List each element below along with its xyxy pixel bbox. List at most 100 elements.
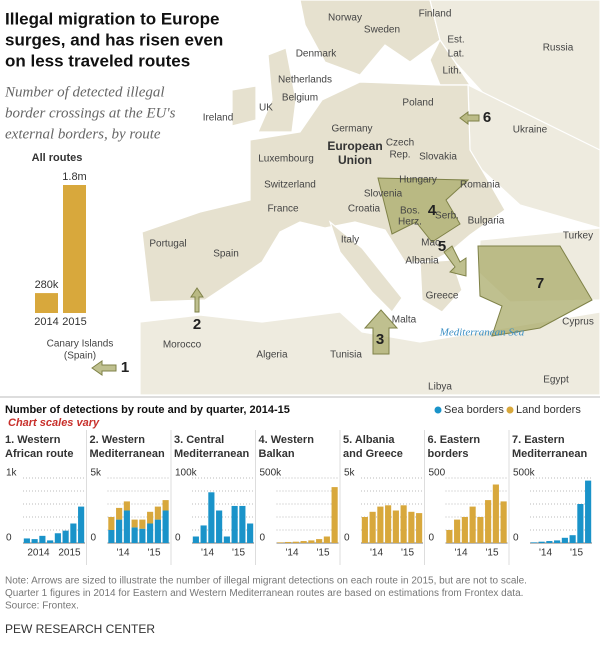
bar: [154, 506, 161, 520]
x-tick-label: '14: [370, 548, 383, 559]
map-label: Croatia: [348, 204, 381, 215]
map-label: Belgium: [282, 93, 318, 104]
x-tick-label: 2015: [58, 548, 81, 559]
y-tick-label: 5k: [344, 468, 356, 479]
y-tick-label: 0: [429, 533, 435, 544]
y-tick-label: 0: [91, 533, 97, 544]
bar: [139, 528, 146, 543]
note-line: Quarter 1 figures in 2014 for Eastern an…: [5, 588, 523, 599]
bar: [500, 501, 507, 543]
map-label: Est.: [447, 35, 464, 46]
map-label: UK: [259, 103, 273, 114]
map-label: Algeria: [256, 350, 288, 361]
arrow-number: 2: [193, 316, 201, 333]
y-tick-label: 500k: [260, 468, 283, 479]
map-label: Sweden: [364, 25, 400, 36]
chart-title: Mediterranean: [512, 448, 587, 460]
bar: [116, 519, 123, 543]
map-label: Mac.: [421, 238, 443, 249]
y-tick-label: 100k: [175, 468, 198, 479]
y-tick-label: 500k: [513, 468, 536, 479]
chart-title: 2. Western: [90, 434, 146, 446]
map-label: Ukraine: [513, 125, 548, 136]
arrow-7: [477, 245, 593, 337]
arrow-2: [190, 287, 204, 313]
map-label: Romania: [460, 180, 500, 191]
bar: [492, 484, 499, 543]
map-label: Denmark: [296, 49, 338, 60]
chart-title: borders: [428, 448, 469, 460]
map-label: Germany: [331, 124, 372, 135]
map-label: Ireland: [203, 113, 234, 124]
map-label: Russia: [543, 43, 574, 54]
map-label: Luxembourg: [258, 154, 314, 165]
note-line: Source: Frontex.: [5, 601, 79, 612]
map-label: Finland: [419, 9, 452, 20]
bar: [63, 185, 86, 313]
bar: [546, 541, 553, 543]
map-label: Albania: [405, 256, 439, 267]
bar: [78, 506, 85, 543]
bar: [147, 523, 154, 543]
bar: [454, 519, 461, 543]
x-tick-label: '15: [401, 548, 414, 559]
map-label: Rep.: [389, 150, 410, 161]
x-tick-label: '14: [201, 548, 214, 559]
bar: [47, 540, 54, 543]
bar: [385, 505, 392, 543]
bar: [408, 511, 415, 543]
chart-title: Mediterranean: [90, 448, 165, 460]
chart-title: 7. Eastern: [512, 434, 565, 446]
bar: [31, 539, 38, 543]
x-tick-label: '15: [147, 548, 160, 559]
bar: [561, 537, 568, 543]
africa: [139, 311, 600, 396]
map-label: Greece: [426, 291, 459, 302]
y-tick-label: 5k: [91, 468, 103, 479]
bar: [292, 541, 299, 543]
map-label: European: [327, 139, 382, 153]
bar: [316, 539, 323, 543]
arrow-number: 6: [483, 109, 491, 126]
map-label: Netherlands: [278, 75, 332, 86]
bar: [223, 536, 230, 543]
bar: [54, 533, 61, 543]
footer: PEW RESEARCH CENTER: [5, 622, 155, 636]
bar: [192, 536, 199, 543]
map-label: Canary Islands: [47, 339, 114, 350]
chart-title: and Greece: [343, 448, 403, 460]
arrow-number: 7: [536, 275, 544, 292]
map-label: Hungary: [399, 175, 437, 186]
bar: [23, 538, 30, 543]
arrow-1: [91, 360, 117, 376]
map-label: Switzerland: [264, 180, 316, 191]
arrow-number: 3: [376, 331, 384, 348]
arrow-number: 4: [428, 202, 437, 219]
map-label: Czech: [386, 138, 414, 149]
x-tick-label: '15: [570, 548, 583, 559]
ireland: [231, 85, 257, 127]
chart-title: African route: [5, 448, 73, 460]
bar: [469, 506, 476, 543]
bar: [108, 517, 115, 530]
chart-title: 4. Western: [259, 434, 315, 446]
x-tick-label: '15: [485, 548, 498, 559]
arrow-6: [459, 111, 480, 125]
map-label: Bulgaria: [468, 216, 505, 227]
bar: [477, 517, 484, 543]
x-tick-label: '14: [116, 548, 129, 559]
bar: [416, 513, 423, 543]
bar: [239, 505, 246, 543]
bar: [231, 505, 238, 543]
subtitle-line: Number of detected illegal: [4, 84, 165, 100]
y-tick-label: 0: [513, 533, 519, 544]
legend-label: Sea borders: [444, 404, 504, 416]
bar: [200, 525, 207, 543]
x-tick-label: '15: [232, 548, 245, 559]
map-label: Union: [338, 153, 372, 167]
bar: [392, 510, 399, 543]
x-tick-label: '14: [454, 548, 467, 559]
map-label: Italy: [341, 235, 359, 246]
bar: [162, 510, 169, 543]
